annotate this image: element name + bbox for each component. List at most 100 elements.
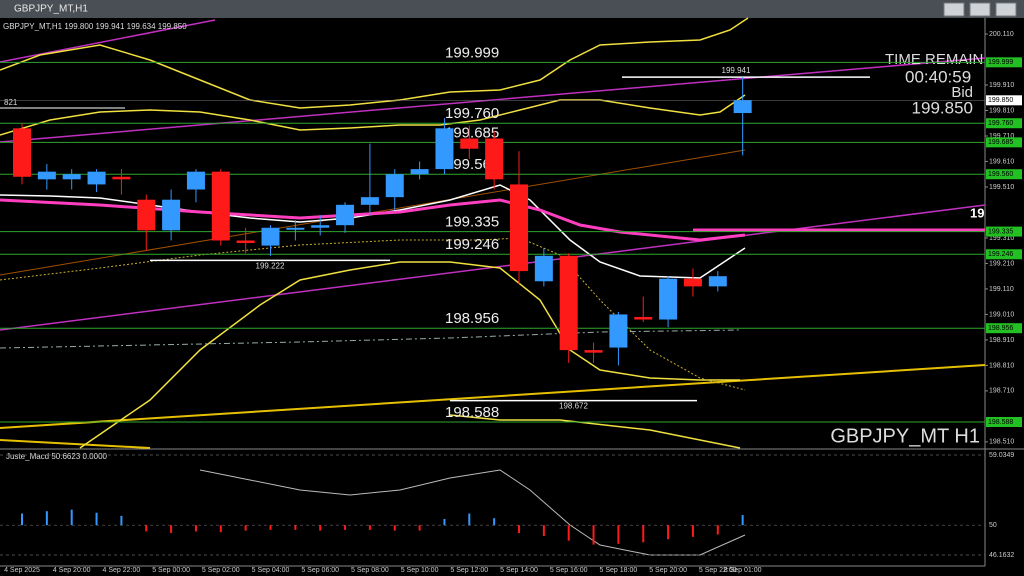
candle-body — [186, 171, 205, 190]
x-tick-label: 5 Sep 12:00 — [450, 567, 488, 574]
y-tick-label: 199.210 — [989, 260, 1014, 267]
indicator-bar — [418, 525, 421, 531]
x-tick-label: 5 Sep 06:00 — [301, 567, 339, 574]
candle-body — [137, 199, 156, 231]
close-button[interactable] — [995, 2, 1017, 17]
bid-tag-label: 199.850 — [988, 97, 1013, 104]
level-tag-label: 199.999 — [988, 59, 1013, 66]
indicator-bar — [95, 512, 98, 526]
overlays — [0, 17, 986, 556]
indicator-bar — [145, 525, 148, 532]
y-tick-label: 199.310 — [989, 235, 1014, 242]
candle-body — [162, 199, 181, 231]
level-tag-label: 199.335 — [988, 228, 1013, 235]
trend-line — [0, 19, 216, 63]
level-tag — [986, 416, 1022, 427]
indicator-bar — [244, 525, 247, 531]
indicator-label: Juste_Macd 50.6623 0.0000 — [6, 452, 108, 461]
window-buttons[interactable] — [943, 2, 1017, 17]
x-tick-label: 5 Sep 14:00 — [500, 567, 538, 574]
bid-tag — [986, 95, 1022, 106]
level-label: 198.588 — [445, 404, 499, 421]
indicator-tick-label: 59.0349 — [989, 452, 1014, 459]
y-tick-label: 198.710 — [989, 388, 1014, 395]
x-tick-label: 5 Sep 18:00 — [600, 567, 638, 574]
level-label: 199.685 — [445, 124, 499, 141]
candle-body — [460, 138, 479, 149]
y-tick-label: 198.910 — [989, 337, 1014, 344]
candle-body — [559, 255, 578, 351]
level-tag-label: 199.246 — [988, 251, 1013, 258]
band-dotted — [0, 237, 746, 391]
candle-body — [360, 197, 379, 205]
level-tag — [986, 57, 1022, 68]
candle-body — [37, 171, 56, 180]
time-remain-label: TIME REMAIN — [885, 51, 983, 68]
indicator-bar — [542, 525, 545, 537]
minimize-button[interactable] — [943, 2, 965, 17]
level-tag-label: 198.588 — [988, 419, 1013, 426]
candle-body — [435, 128, 454, 170]
band-upper — [0, 17, 749, 109]
candle-body — [286, 227, 305, 230]
left-label: 821 — [4, 98, 18, 107]
indicator-bar — [493, 518, 496, 526]
moving-average — [0, 184, 746, 279]
indicator-bar — [21, 513, 23, 526]
x-tick-label: 5 Sep 02:00 — [202, 567, 240, 574]
y-tick-label: 199.710 — [989, 133, 1014, 140]
candle-body — [311, 225, 330, 228]
y-tick-label: 199.810 — [989, 107, 1014, 114]
indicator-bar — [716, 525, 719, 535]
candle-body — [13, 128, 31, 177]
y-tick-label: 199.510 — [989, 184, 1014, 191]
level-label: 199.999 — [445, 44, 499, 61]
level-tag — [986, 169, 1022, 180]
y-tick-label: 199.910 — [989, 82, 1014, 89]
window-title: GBPJPY_MT,H1 — [14, 4, 88, 15]
x-tick-label: 4 Sep 20:00 — [53, 567, 91, 574]
candle-body — [336, 204, 355, 226]
y-tick-label: 200.110 — [989, 31, 1014, 38]
band-lower — [79, 261, 740, 449]
x-tick-label: 5 Sep 00:00 — [152, 567, 190, 574]
indicator-bar — [443, 518, 446, 526]
trend-line — [0, 57, 986, 143]
level-label: 199.335 — [445, 214, 499, 231]
y-tick-label: 198.810 — [989, 362, 1014, 369]
trend-line — [0, 364, 986, 429]
indicator-bar — [269, 525, 272, 530]
y-tick-label: 199.110 — [989, 286, 1014, 293]
indicator-tick-label: 50 — [989, 522, 997, 529]
cut-label: 19 — [970, 205, 984, 220]
level-label: 198.956 — [445, 310, 499, 327]
maximize-button[interactable] — [969, 2, 991, 17]
indicator-bar — [617, 525, 620, 544]
level-tag — [986, 118, 1022, 129]
level-tag-label: 198.956 — [988, 325, 1013, 332]
candle-body — [634, 316, 653, 320]
marker-label: 199.941 — [722, 66, 751, 75]
candle-body — [683, 278, 702, 287]
x-tick-label: 5 Sep 10:00 — [401, 567, 439, 574]
chart-header: GBPJPY_MT,H1 199.800 199.941 199.634 199… — [3, 22, 187, 31]
x-tick-label: 5 Sep 04:00 — [252, 567, 290, 574]
bid-value: 199.850 — [912, 98, 973, 117]
indicator-bar — [170, 525, 173, 533]
candle-body — [485, 138, 504, 180]
candle-body — [510, 184, 528, 272]
y-tick-label: 198.510 — [989, 439, 1014, 446]
indicator-bar — [194, 525, 197, 532]
indicator-bar — [368, 525, 371, 530]
trend-line — [0, 439, 151, 449]
x-tick-label: 4 Sep 2025 — [4, 567, 40, 574]
level-tag — [986, 323, 1022, 334]
level-label: 199.760 — [445, 105, 499, 122]
bid-label: Bid — [951, 84, 973, 101]
indicator-tick-label: 46.1632 — [989, 552, 1014, 559]
marker-label: 198.672 — [559, 402, 588, 411]
indicator-bar — [393, 525, 396, 531]
candle-body — [62, 174, 81, 180]
x-tick-label: 5 Sep 08:00 — [351, 567, 389, 574]
